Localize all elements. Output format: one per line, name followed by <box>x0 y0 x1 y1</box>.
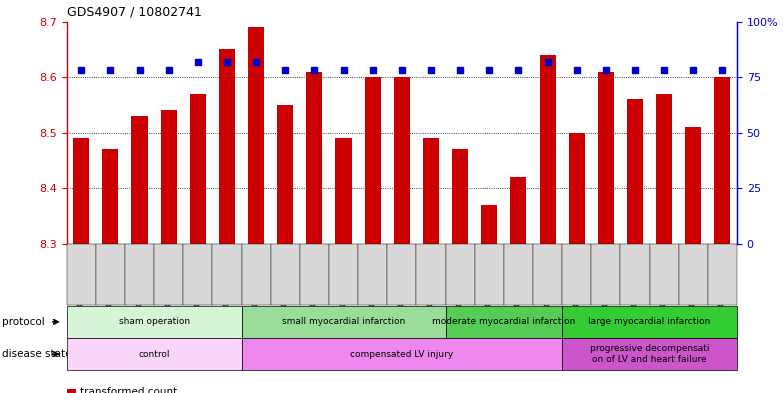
Bar <box>481 205 497 244</box>
Bar <box>714 77 731 244</box>
Point <box>191 59 204 65</box>
Text: large myocardial infarction: large myocardial infarction <box>589 318 710 326</box>
Text: compensated LV injury: compensated LV injury <box>350 350 453 358</box>
Bar <box>278 105 293 244</box>
Bar <box>365 77 381 244</box>
Point <box>279 67 292 73</box>
Point <box>395 67 408 73</box>
Point <box>220 59 233 65</box>
Bar <box>568 132 585 244</box>
Text: sham operation: sham operation <box>118 318 190 326</box>
Point <box>104 67 117 73</box>
Point <box>512 67 524 73</box>
Bar <box>219 50 235 244</box>
Bar <box>394 77 410 244</box>
Bar <box>307 72 322 244</box>
Point <box>483 67 495 73</box>
Point <box>629 67 641 73</box>
Text: transformed count: transformed count <box>80 387 177 393</box>
Text: disease state: disease state <box>2 349 72 359</box>
Point <box>600 67 612 73</box>
Text: moderate myocardial infarction: moderate myocardial infarction <box>432 318 575 326</box>
Text: GDS4907 / 10802741: GDS4907 / 10802741 <box>67 5 201 18</box>
Point <box>366 67 379 73</box>
Bar <box>627 99 643 244</box>
Point <box>133 67 146 73</box>
Bar <box>103 149 118 244</box>
Bar <box>336 138 351 244</box>
Point <box>425 67 437 73</box>
Point <box>250 59 263 65</box>
Point <box>687 67 699 73</box>
Point <box>541 59 554 65</box>
Text: progressive decompensati
on of LV and heart failure: progressive decompensati on of LV and he… <box>590 344 710 364</box>
Bar <box>539 55 556 244</box>
Bar <box>510 177 526 244</box>
Point <box>716 67 728 73</box>
Point <box>308 67 321 73</box>
Point <box>454 67 466 73</box>
Bar <box>656 94 672 244</box>
Point <box>337 67 350 73</box>
Point <box>571 67 583 73</box>
Point <box>75 67 88 73</box>
Bar <box>132 116 147 244</box>
Text: control: control <box>138 350 170 358</box>
Text: small myocardial infarction: small myocardial infarction <box>282 318 405 326</box>
Bar <box>423 138 439 244</box>
Point <box>658 67 670 73</box>
Text: protocol: protocol <box>2 317 45 327</box>
Bar <box>452 149 468 244</box>
Bar <box>248 27 264 244</box>
Point <box>162 67 175 73</box>
Bar <box>190 94 206 244</box>
Bar <box>161 110 176 244</box>
Bar <box>73 138 89 244</box>
Bar <box>685 127 701 244</box>
Bar <box>597 72 614 244</box>
